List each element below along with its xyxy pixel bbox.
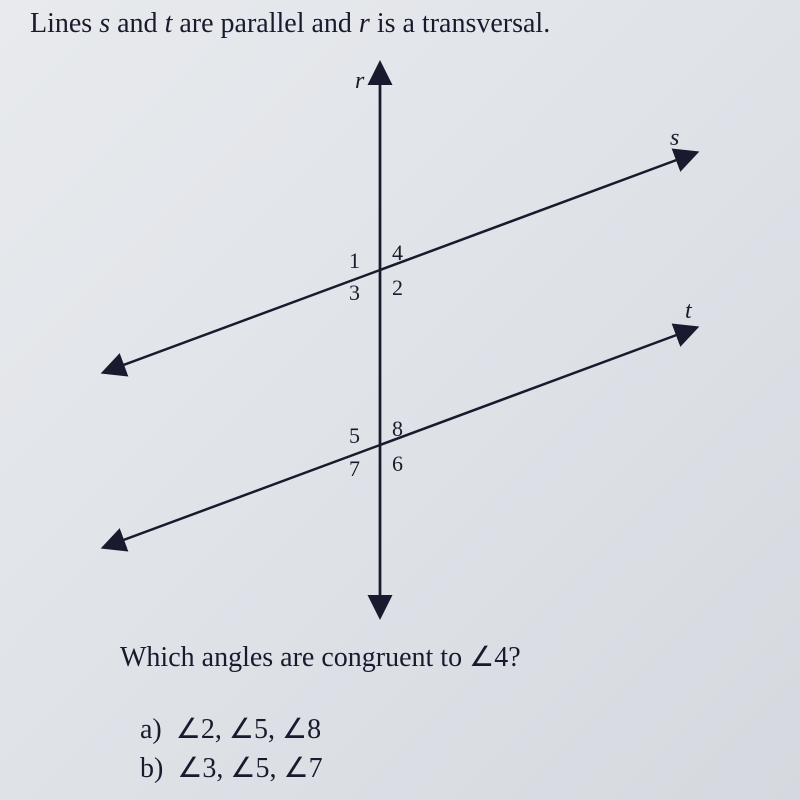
q-suffix: is a transversal. — [370, 8, 550, 39]
angle-6: 6 — [392, 451, 403, 476]
option-a: a) ∠2, ∠5, ∠8 — [140, 710, 323, 749]
option-a-letter: a) — [140, 714, 162, 745]
prompt-text: Which angles are congruent to ∠4? — [120, 640, 521, 674]
angle-5: 5 — [349, 423, 360, 448]
prompt-angle: ∠4? — [469, 642, 521, 673]
q-s: s — [99, 8, 110, 39]
label-r: r — [355, 68, 365, 94]
option-b-letter: b) — [140, 753, 163, 784]
angle-1: 1 — [349, 248, 360, 273]
line-t-right — [380, 330, 690, 445]
angle-8: 8 — [392, 416, 403, 441]
angle-2: 2 — [392, 275, 403, 300]
answer-options: a) ∠2, ∠5, ∠8 b) ∠3, ∠5, ∠7 — [140, 710, 323, 788]
label-t: t — [685, 298, 693, 324]
line-s-left — [110, 270, 380, 370]
line-s-right — [380, 155, 690, 270]
q-mid1: and — [110, 8, 164, 39]
q-mid2: are parallel and — [172, 8, 359, 39]
q-prefix: Lines — [30, 8, 99, 39]
line-t-left — [110, 445, 380, 545]
option-b: b) ∠3, ∠5, ∠7 — [140, 749, 323, 788]
option-b-angles: ∠3, ∠5, ∠7 — [177, 753, 322, 784]
diagram: r s t 1 4 3 2 5 8 7 6 — [50, 60, 750, 620]
angle-4: 4 — [392, 240, 403, 265]
angle-3: 3 — [349, 280, 360, 305]
prompt-prefix: Which angles are congruent to — [120, 642, 469, 673]
option-a-angles: ∠2, ∠5, ∠8 — [176, 714, 321, 745]
question-text: Lines s and t are parallel and r is a tr… — [30, 8, 550, 40]
q-r: r — [359, 8, 370, 39]
angle-7: 7 — [349, 456, 360, 481]
label-s: s — [670, 125, 679, 151]
